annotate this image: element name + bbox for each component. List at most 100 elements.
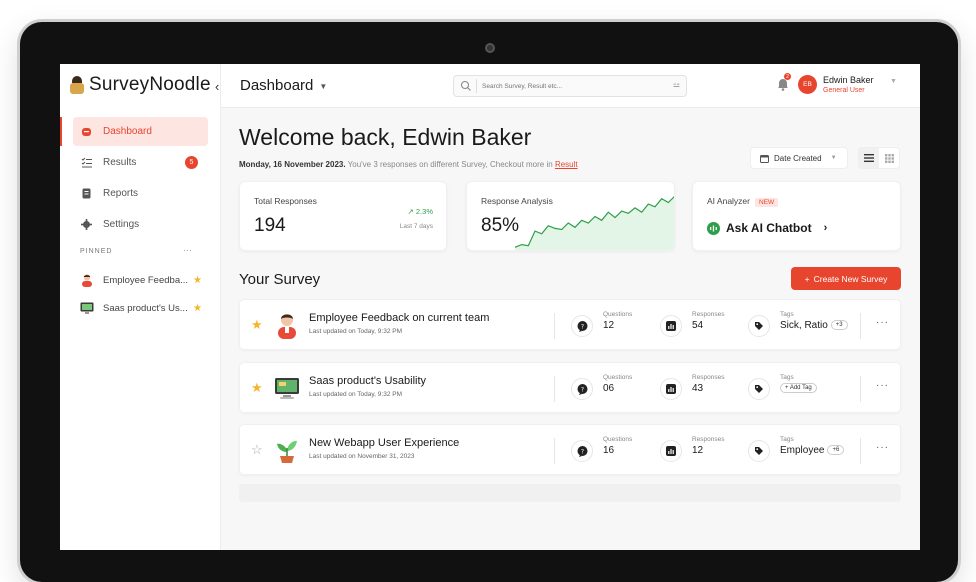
top-bar: Dashboard ▼ ⚍ 2 EB Edwin Baker General Us… <box>221 64 920 108</box>
sidebar-item-results[interactable]: Results 5 <box>73 148 208 177</box>
more-options-icon[interactable]: ··· <box>876 380 889 391</box>
star-icon[interactable]: ★ <box>193 274 202 286</box>
survey-updated: Last updated on November 31, 2023 <box>309 453 415 460</box>
survey-title: Employee Feedback on current team <box>309 312 490 324</box>
trend-value: 2.3% <box>415 207 433 216</box>
view-toggle <box>858 147 900 169</box>
chevron-down-icon[interactable]: ▼ <box>890 78 897 85</box>
chatbot-label: Ask AI Chatbot <box>726 221 812 235</box>
checklist-icon <box>81 157 92 168</box>
survey-row[interactable]: ★ Saas product's Usability Last updated … <box>239 362 901 413</box>
result-link[interactable]: Result <box>554 160 578 169</box>
pinned-item-label: Employee Feedba... <box>103 274 189 286</box>
grid-view-button[interactable] <box>879 148 899 168</box>
sidebar-item-settings[interactable]: Settings <box>73 210 208 239</box>
monitor-icon <box>80 302 94 314</box>
question-icon: ? <box>571 440 593 462</box>
card-label: AI Analyzer NEW <box>707 196 779 207</box>
page-title-dropdown[interactable]: Dashboard ▼ <box>240 77 327 94</box>
question-icon: ? <box>571 378 593 400</box>
logo[interactable]: SurveyNoodle <box>70 74 211 96</box>
question-icon: ? <box>571 315 593 337</box>
plant-icon <box>277 440 297 463</box>
pinned-heading: PINNED <box>80 248 113 255</box>
grid-icon <box>884 153 894 163</box>
sidebar-item-reports[interactable]: Reports <box>73 179 208 208</box>
divider <box>554 313 555 339</box>
avatar[interactable]: EB <box>798 75 817 94</box>
star-icon[interactable]: ★ <box>193 302 202 314</box>
responses-count: 43 <box>692 383 704 394</box>
add-tag-button[interactable]: + Add Tag <box>780 383 817 394</box>
tag-icon <box>748 440 770 462</box>
divider <box>860 376 861 402</box>
section-title: Your Survey <box>239 271 321 288</box>
current-date: Monday, 16 November 2023. <box>239 160 346 169</box>
calendar-icon <box>760 154 769 163</box>
sidebar-item-label: Results <box>103 157 137 168</box>
stat-label: Tags <box>780 436 794 443</box>
sort-dropdown[interactable]: Date Created ▼ <box>750 147 848 169</box>
stat-label: Questions <box>603 311 633 318</box>
report-icon <box>81 188 92 199</box>
filter-icon[interactable]: ⚍ <box>672 80 680 89</box>
collapse-sidebar-icon[interactable]: ‹ <box>215 79 220 94</box>
gear-icon <box>81 219 92 230</box>
chart-icon <box>660 440 682 462</box>
create-survey-button[interactable]: + Create New Survey <box>791 267 901 290</box>
ai-analyzer-label: AI Analyzer <box>707 196 750 206</box>
chart-icon <box>660 315 682 337</box>
ai-analyzer-card[interactable]: AI Analyzer NEW Ask AI Chatbot › <box>692 181 901 251</box>
survey-updated: Last updated on Today, 9:32 PM <box>309 328 402 335</box>
sparkline-chart <box>515 196 674 250</box>
pinned-item[interactable]: Saas product's Us... ★ <box>80 299 206 317</box>
welcome-heading: Welcome back, Edwin Baker <box>239 124 532 150</box>
chevron-right-icon: › <box>823 222 828 234</box>
list-view-button[interactable] <box>859 148 879 168</box>
svg-text:?: ? <box>580 386 583 393</box>
stat-label: Responses <box>692 311 725 318</box>
divider <box>860 438 861 464</box>
pinned-item[interactable]: Employee Feedba... ★ <box>80 271 206 289</box>
stat-label: Responses <box>692 374 725 381</box>
total-responses-card: Total Responses 194 ↗ 2.3% Last 7 days <box>239 181 447 251</box>
response-analysis-card: Response Analysis 85% <box>466 181 675 251</box>
survey-row[interactable]: ☆ New Webapp User Experience Last update… <box>239 424 901 475</box>
sidebar-item-label: Settings <box>103 219 140 230</box>
survey-row[interactable]: ★ Employee Feedback on current team Last… <box>239 299 901 350</box>
pinned-more-button[interactable]: ··· <box>183 245 192 255</box>
notification-badge: 2 <box>784 73 791 80</box>
svg-text:?: ? <box>580 323 583 330</box>
star-icon[interactable]: ★ <box>251 380 263 395</box>
search-input[interactable] <box>476 79 656 93</box>
welcome-subline: Monday, 16 November 2023. You've 3 respo… <box>239 160 578 169</box>
total-responses-value: 194 <box>254 215 286 236</box>
sidebar-item-dashboard[interactable]: Dashboard <box>60 117 208 146</box>
divider <box>554 376 555 402</box>
search-box[interactable]: ⚍ <box>453 75 687 97</box>
welcome-message: You've 3 responses on different Survey, … <box>347 160 553 169</box>
ask-ai-chatbot-button[interactable]: Ask AI Chatbot › <box>707 221 827 235</box>
stat-label: Tags <box>780 311 794 318</box>
sidebar-nav: Dashboard Results 5 Reports Settings <box>60 117 208 241</box>
dashboard-icon <box>81 126 92 137</box>
more-tags-chip[interactable]: +3 <box>830 320 848 331</box>
divider <box>554 438 555 464</box>
user-role: General User <box>823 87 865 94</box>
app-name: SurveyNoodle <box>89 74 211 95</box>
response-analysis-value: 85% <box>481 215 520 236</box>
star-outline-icon[interactable]: ☆ <box>251 442 263 457</box>
tag-icon <box>748 378 770 400</box>
more-options-icon[interactable]: ··· <box>876 442 889 453</box>
bell-icon[interactable] <box>776 77 790 91</box>
trend-indicator: ↗ 2.3% <box>407 207 433 216</box>
divider <box>860 313 861 339</box>
responses-count: 54 <box>692 320 704 331</box>
star-icon[interactable]: ★ <box>251 317 263 332</box>
stat-label: Tags <box>780 374 794 381</box>
sidebar-item-label: Reports <box>103 188 139 199</box>
tag-icon <box>748 315 770 337</box>
more-options-icon[interactable]: ··· <box>876 317 889 328</box>
stat-label: Questions <box>603 374 633 381</box>
more-tags-chip[interactable]: +6 <box>827 445 845 456</box>
